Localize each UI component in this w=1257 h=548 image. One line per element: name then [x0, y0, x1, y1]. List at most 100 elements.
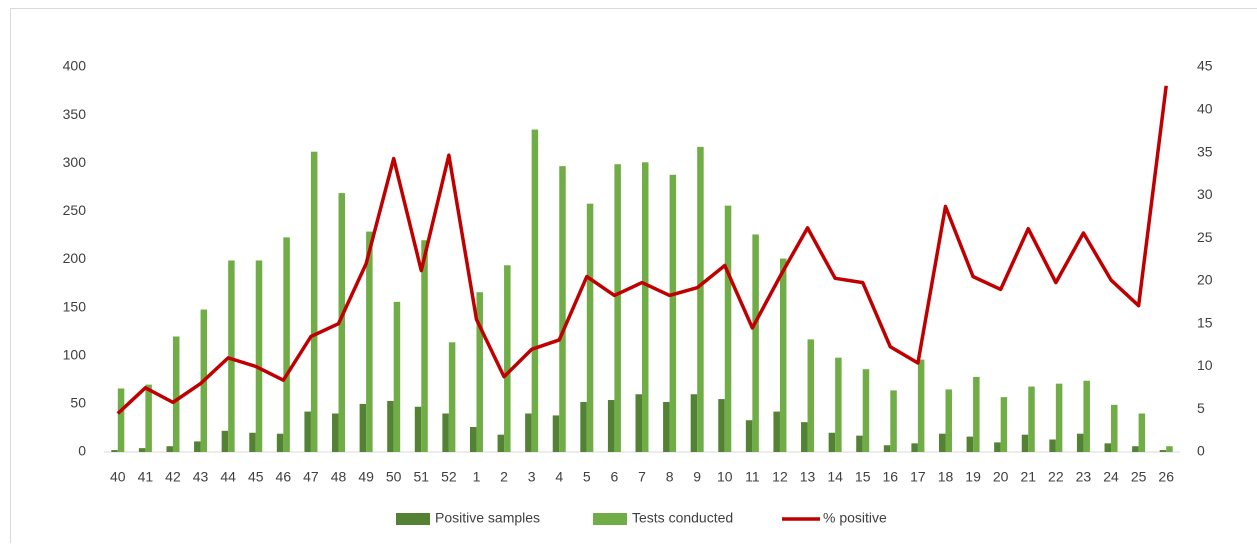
bar: [1160, 450, 1167, 452]
bar: [1077, 434, 1084, 452]
bar: [967, 437, 974, 452]
y2-tick-label: 25: [1197, 229, 1213, 245]
x-tick-label: 43: [193, 469, 209, 485]
bar: [636, 394, 643, 452]
x-tick-label: 10: [717, 469, 733, 485]
x-tick-label: 5: [583, 469, 591, 485]
bar: [663, 402, 670, 452]
y-tick-label: 50: [70, 395, 86, 411]
bar: [504, 265, 511, 452]
bar: [332, 414, 339, 453]
bar: [835, 358, 842, 452]
bar: [1049, 439, 1056, 452]
x-tick-label: 18: [938, 469, 954, 485]
y-tick-label: 350: [63, 106, 87, 122]
bar: [884, 445, 891, 452]
bar: [1083, 381, 1090, 452]
bar: [304, 412, 311, 452]
bar: [994, 442, 1001, 452]
x-tick-label: 50: [386, 469, 402, 485]
bar: [918, 360, 925, 452]
bar: [283, 237, 290, 452]
bar: [194, 441, 201, 452]
x-tick-label: 1: [473, 469, 481, 485]
x-tick-label: 7: [638, 469, 646, 485]
x-tick-label: 44: [220, 469, 236, 485]
y2-tick-label: 20: [1197, 272, 1213, 288]
y-tick-label: 150: [63, 298, 87, 314]
bar: [1001, 397, 1008, 452]
bar: [911, 443, 918, 452]
bar: [725, 206, 732, 452]
x-tick-label: 40: [110, 469, 126, 485]
bar: [1111, 405, 1118, 452]
x-tick-label: 17: [910, 469, 926, 485]
bar: [1105, 443, 1112, 452]
x-tick-label: 3: [528, 469, 536, 485]
y-tick-label: 0: [78, 443, 86, 459]
x-tick-label: 23: [1076, 469, 1092, 485]
legend-label: Tests conducted: [632, 510, 733, 526]
legend-label: % positive: [823, 510, 887, 526]
bar: [945, 389, 952, 452]
bar: [780, 259, 787, 452]
legend-swatch: [396, 513, 430, 525]
bar: [829, 433, 836, 452]
x-tick-label: 26: [1158, 469, 1174, 485]
bar: [1139, 414, 1146, 453]
bar: [249, 433, 256, 452]
bar: [856, 436, 863, 452]
x-tick-label: 22: [1048, 469, 1064, 485]
bar: [614, 164, 621, 452]
y2-tick-label: 10: [1197, 357, 1213, 373]
bar: [166, 446, 173, 452]
x-tick-label: 51: [413, 469, 429, 485]
line: [118, 86, 1166, 414]
bar: [1166, 446, 1173, 452]
y-tick-label: 200: [63, 250, 87, 266]
bar: [752, 234, 759, 452]
x-tick-label: 6: [611, 469, 619, 485]
x-tick-label: 14: [827, 469, 843, 485]
x-tick-label: 41: [138, 469, 154, 485]
bar: [1132, 446, 1139, 452]
y2-tick-label: 15: [1197, 314, 1213, 330]
x-tick-label: 15: [855, 469, 871, 485]
bar: [890, 390, 897, 452]
y-tick-label: 300: [63, 154, 87, 170]
x-tick-label: 2: [500, 469, 508, 485]
bar: [587, 204, 594, 452]
bar: [228, 260, 235, 452]
bar: [559, 166, 566, 452]
y-tick-label: 400: [63, 58, 87, 74]
bar: [973, 377, 980, 452]
y2-tick-label: 35: [1197, 143, 1213, 159]
x-tick-label: 42: [165, 469, 181, 485]
bar: [111, 450, 118, 452]
x-tick-label: 8: [666, 469, 674, 485]
x-tick-label: 52: [441, 469, 457, 485]
x-tick-label: 16: [883, 469, 899, 485]
x-tick-label: 47: [303, 469, 319, 485]
chart-border: [11, 9, 1257, 544]
bar: [532, 130, 539, 452]
y2-tick-label: 45: [1197, 58, 1213, 74]
bar: [118, 388, 125, 452]
bar: [449, 342, 456, 452]
bar: [808, 339, 815, 452]
bar: [311, 152, 318, 452]
y2-tick-label: 5: [1197, 400, 1205, 416]
bar: [746, 420, 753, 452]
bar: [139, 448, 146, 452]
bar: [1056, 384, 1063, 452]
x-tick-label: 25: [1131, 469, 1147, 485]
bar: [525, 414, 532, 453]
y-tick-label: 250: [63, 202, 87, 218]
bar: [145, 385, 152, 452]
bar: [670, 175, 677, 452]
bar: [1022, 435, 1028, 452]
bar: [697, 147, 704, 452]
x-tick-label: 24: [1103, 469, 1119, 485]
bar: [580, 402, 587, 452]
